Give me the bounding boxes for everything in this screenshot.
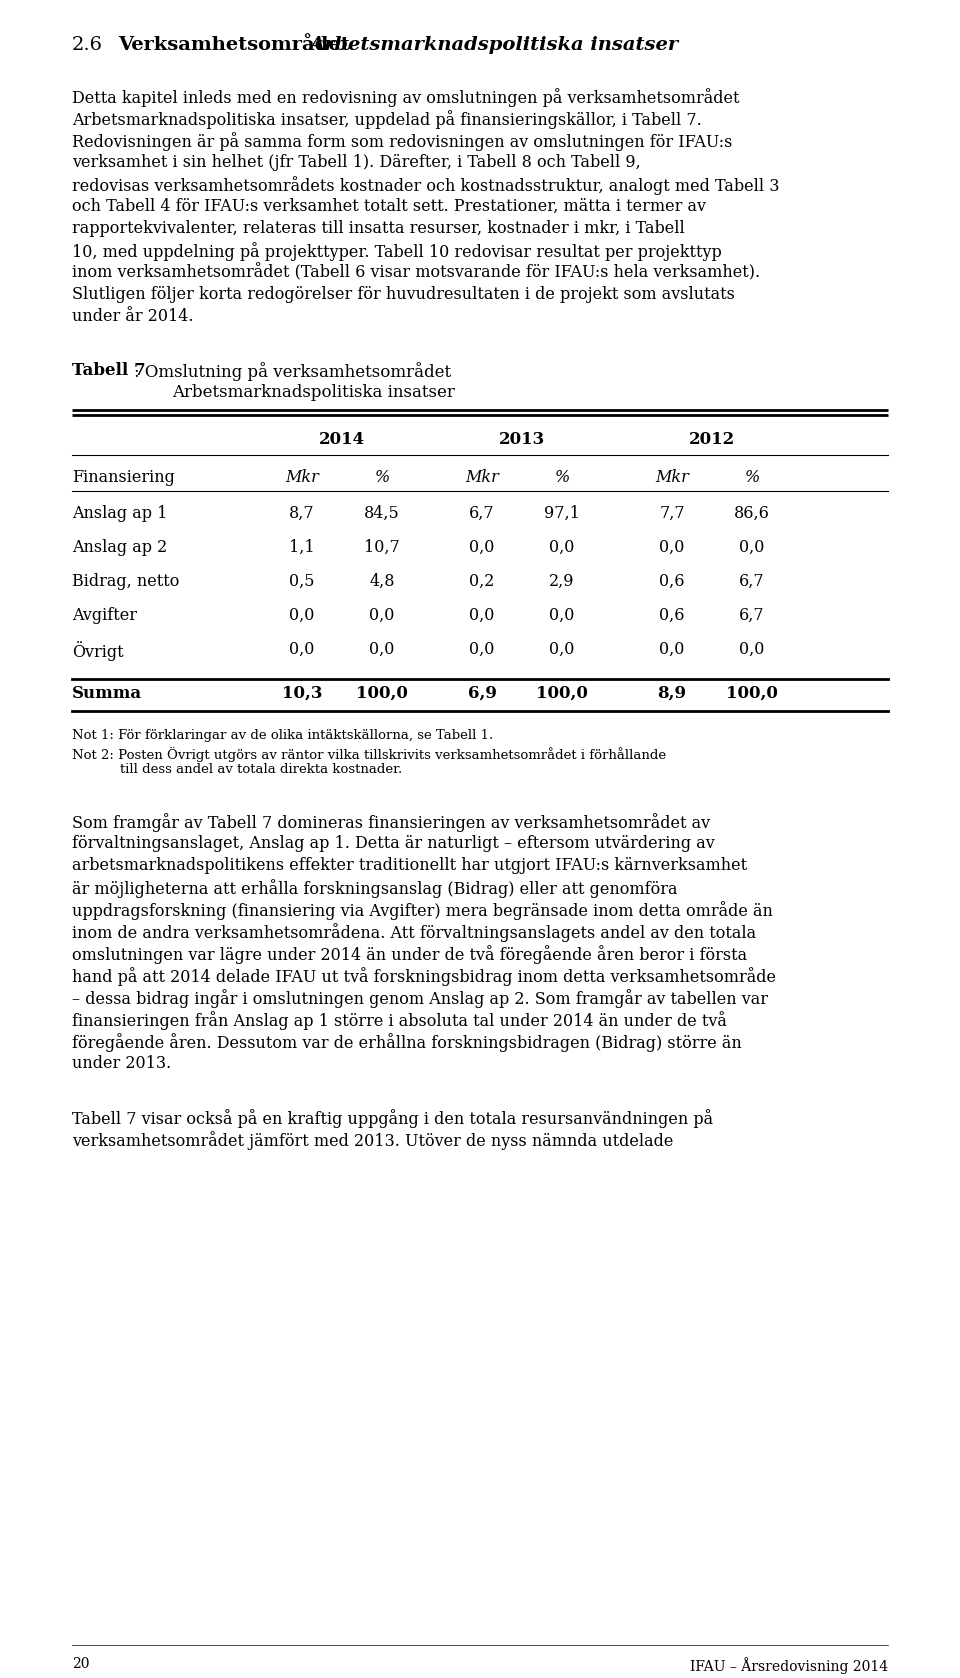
Text: finansieringen från Anslag ap 1 större i absoluta tal under 2014 än under de två: finansieringen från Anslag ap 1 större i…	[72, 1012, 727, 1030]
Text: 0,0: 0,0	[739, 539, 765, 555]
Text: Bidrag, netto: Bidrag, netto	[72, 572, 180, 591]
Text: 1,1: 1,1	[289, 539, 315, 555]
Text: 6,9: 6,9	[468, 685, 496, 701]
Text: 0,0: 0,0	[370, 641, 395, 658]
Text: 100,0: 100,0	[356, 685, 408, 701]
Text: 4,8: 4,8	[370, 572, 395, 591]
Text: 0,6: 0,6	[660, 607, 684, 624]
Text: 6,7: 6,7	[739, 572, 765, 591]
Text: 0,2: 0,2	[469, 572, 494, 591]
Text: 10, med uppdelning på projekttyper. Tabell 10 redovisar resultat per projekttyp: 10, med uppdelning på projekttyper. Tabe…	[72, 242, 722, 260]
Text: verksamhetsområdet jämfört med 2013. Utöver de nyss nämnda utdelade: verksamhetsområdet jämfört med 2013. Utö…	[72, 1131, 673, 1149]
Text: Som framgår av Tabell 7 domineras finansieringen av verksamhetsområdet av: Som framgår av Tabell 7 domineras finans…	[72, 814, 710, 832]
Text: Finansiering: Finansiering	[72, 468, 175, 487]
Text: 0,0: 0,0	[469, 539, 494, 555]
Text: 0,0: 0,0	[289, 641, 315, 658]
Text: 0,0: 0,0	[739, 641, 765, 658]
Text: 20: 20	[72, 1656, 89, 1671]
Text: Arbetsmarknadspolitiska insatser: Arbetsmarknadspolitiska insatser	[310, 35, 679, 54]
Text: Not 2: Posten Övrigt utgörs av räntor vilka tillskrivits verksamhetsområdet i fö: Not 2: Posten Övrigt utgörs av räntor vi…	[72, 747, 666, 762]
Text: : Omslutning på verksamhetsområdet: : Omslutning på verksamhetsområdet	[134, 362, 451, 381]
Text: till dess andel av totala direkta kostnader.: till dess andel av totala direkta kostna…	[120, 763, 402, 775]
Text: Arbetsmarknadspolitiska insatser: Arbetsmarknadspolitiska insatser	[172, 384, 455, 401]
Text: Tabell 7 visar också på en kraftig uppgång i den totala resursanvändningen på: Tabell 7 visar också på en kraftig uppgå…	[72, 1109, 713, 1128]
Text: Mkr: Mkr	[466, 468, 499, 487]
Text: 6,7: 6,7	[739, 607, 765, 624]
Text: 2014: 2014	[319, 431, 365, 448]
Text: 100,0: 100,0	[536, 685, 588, 701]
Text: 2012: 2012	[689, 431, 735, 448]
Text: inom de andra verksamhetsområdena. Att förvaltningsanslagets andel av den totala: inom de andra verksamhetsområdena. Att f…	[72, 923, 756, 941]
Text: Slutligen följer korta redogörelser för huvudresultaten i de projekt som avsluta: Slutligen följer korta redogörelser för …	[72, 285, 734, 304]
Text: inom verksamhetsområdet (Tabell 6 visar motsvarande för IFAU:s hela verksamhet).: inom verksamhetsområdet (Tabell 6 visar …	[72, 263, 760, 282]
Text: 10,7: 10,7	[364, 539, 400, 555]
Text: %: %	[554, 468, 569, 487]
Text: Avgifter: Avgifter	[72, 607, 137, 624]
Text: 0,0: 0,0	[549, 539, 575, 555]
Text: 0,0: 0,0	[660, 641, 684, 658]
Text: 97,1: 97,1	[544, 505, 580, 522]
Text: Not 1: För förklaringar av de olika intäktskällorna, se Tabell 1.: Not 1: För förklaringar av de olika intä…	[72, 728, 493, 742]
Text: Övrigt: Övrigt	[72, 641, 124, 661]
Text: Mkr: Mkr	[655, 468, 689, 487]
Text: verksamhet i sin helhet (jfr Tabell 1). Därefter, i Tabell 8 och Tabell 9,: verksamhet i sin helhet (jfr Tabell 1). …	[72, 154, 640, 171]
Text: är möjligheterna att erhålla forskningsanslag (Bidrag) eller att genomföra: är möjligheterna att erhålla forskningsa…	[72, 879, 678, 898]
Text: uppdragsforskning (finansiering via Avgifter) mera begränsade inom detta område : uppdragsforskning (finansiering via Avgi…	[72, 901, 773, 920]
Text: 0,6: 0,6	[660, 572, 684, 591]
Text: Verksamhetsområdet: Verksamhetsområdet	[118, 35, 356, 54]
Text: 2013: 2013	[499, 431, 545, 448]
Text: %: %	[744, 468, 759, 487]
Text: arbetsmarknadspolitikens effekter traditionellt har utgjort IFAU:s kärnverksamhe: arbetsmarknadspolitikens effekter tradit…	[72, 857, 747, 874]
Text: 0,0: 0,0	[549, 607, 575, 624]
Text: Anslag ap 1: Anslag ap 1	[72, 505, 167, 522]
Text: 7,7: 7,7	[660, 505, 684, 522]
Text: 0,0: 0,0	[469, 641, 494, 658]
Text: 2,9: 2,9	[549, 572, 575, 591]
Text: Detta kapitel inleds med en redovisning av omslutningen på verksamhetsområdet: Detta kapitel inleds med en redovisning …	[72, 87, 739, 107]
Text: förvaltningsanslaget, Anslag ap 1. Detta är naturligt – eftersom utvärdering av: förvaltningsanslaget, Anslag ap 1. Detta…	[72, 836, 715, 852]
Text: Mkr: Mkr	[285, 468, 319, 487]
Text: %: %	[374, 468, 390, 487]
Text: 0,0: 0,0	[660, 539, 684, 555]
Text: – dessa bidrag ingår i omslutningen genom Anslag ap 2. Som framgår av tabellen v: – dessa bidrag ingår i omslutningen geno…	[72, 988, 768, 1008]
Text: Tabell 7: Tabell 7	[72, 362, 146, 379]
Text: 0,5: 0,5	[289, 572, 315, 591]
Text: under 2013.: under 2013.	[72, 1055, 171, 1072]
Text: IFAU – Årsredovisning 2014: IFAU – Årsredovisning 2014	[690, 1656, 888, 1675]
Text: redovisas verksamhetsområdets kostnader och kostnadsstruktur, analogt med Tabell: redovisas verksamhetsområdets kostnader …	[72, 176, 780, 195]
Text: under år 2014.: under år 2014.	[72, 309, 194, 326]
Text: Anslag ap 2: Anslag ap 2	[72, 539, 167, 555]
Text: hand på att 2014 delade IFAU ut två forskningsbidrag inom detta verksamhetsområd: hand på att 2014 delade IFAU ut två fors…	[72, 967, 776, 987]
Text: Summa: Summa	[72, 685, 142, 701]
Text: Arbetsmarknadspolitiska insatser, uppdelad på finansieringskällor, i Tabell 7.: Arbetsmarknadspolitiska insatser, uppdel…	[72, 111, 702, 129]
Text: Redovisningen är på samma form som redovisningen av omslutningen för IFAU:s: Redovisningen är på samma form som redov…	[72, 133, 732, 151]
Text: 0,0: 0,0	[469, 607, 494, 624]
Text: 86,6: 86,6	[734, 505, 770, 522]
Text: 2.6: 2.6	[72, 35, 103, 54]
Text: 0,0: 0,0	[289, 607, 315, 624]
Text: 100,0: 100,0	[726, 685, 778, 701]
Text: och Tabell 4 för IFAU:s verksamhet totalt sett. Prestationer, mätta i termer av: och Tabell 4 för IFAU:s verksamhet total…	[72, 198, 706, 215]
Text: rapportekvivalenter, relateras till insatta resurser, kostnader i mkr, i Tabell: rapportekvivalenter, relateras till insa…	[72, 220, 684, 237]
Text: 0,0: 0,0	[370, 607, 395, 624]
Text: 84,5: 84,5	[364, 505, 400, 522]
Text: 8,7: 8,7	[289, 505, 315, 522]
Text: 10,3: 10,3	[281, 685, 323, 701]
Text: föregående åren. Dessutom var de erhållna forskningsbidragen (Bidrag) större än: föregående åren. Dessutom var de erhålln…	[72, 1034, 742, 1052]
Text: 0,0: 0,0	[549, 641, 575, 658]
Text: omslutningen var lägre under 2014 än under de två föregående åren beror i första: omslutningen var lägre under 2014 än und…	[72, 945, 747, 963]
Text: 8,9: 8,9	[658, 685, 686, 701]
Text: 6,7: 6,7	[469, 505, 494, 522]
